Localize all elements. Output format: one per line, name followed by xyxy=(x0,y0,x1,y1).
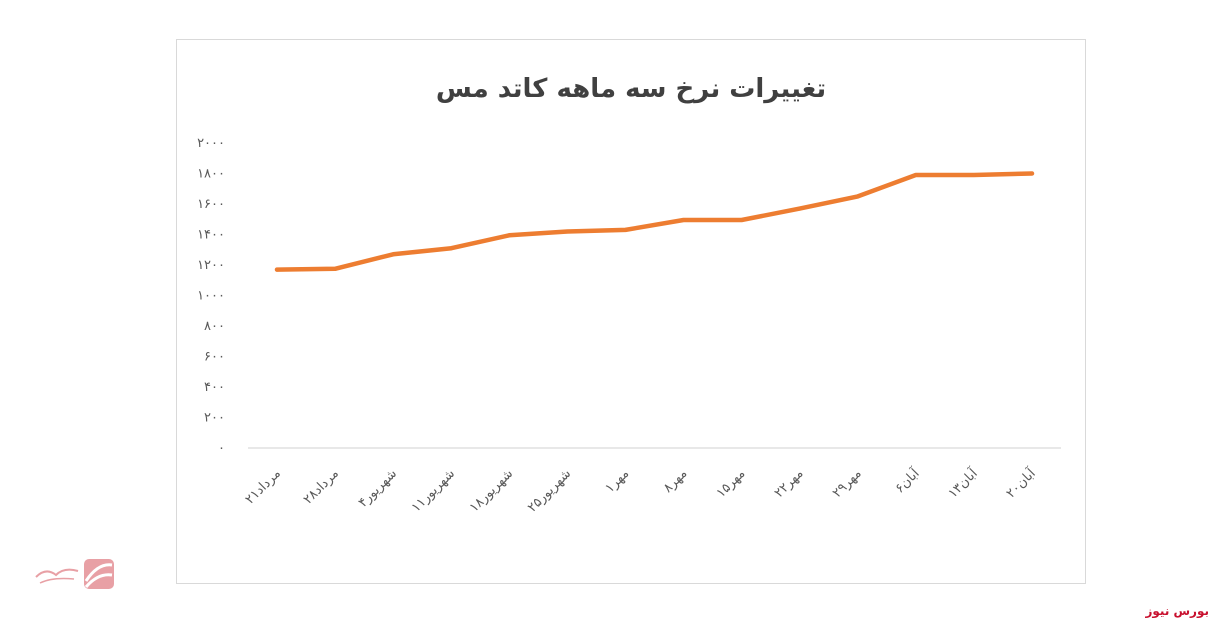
y-tick-label: ۴۰۰ xyxy=(204,380,225,395)
data-point xyxy=(275,267,280,272)
x-tick-label: ۲۹مهر xyxy=(830,466,865,501)
y-tick-label: ۱۶۰۰ xyxy=(197,197,225,212)
chart-frame: تغییرات نرخ سه ماهه کاتد مس ۰ ۲۰۰ ۴۰۰ ۶۰۰ ۸۰… xyxy=(176,39,1086,584)
data-point xyxy=(565,229,570,234)
y-tick-label: ۰ xyxy=(218,441,225,456)
data-point xyxy=(681,218,686,223)
brand-label: بورس نیوز xyxy=(1145,604,1209,618)
data-point xyxy=(971,173,976,178)
y-tick-label: ۱۸۰۰ xyxy=(197,167,225,182)
data-point xyxy=(449,246,454,251)
x-tick-label: ۲۱مرداد xyxy=(243,466,284,507)
y-tick-label: ۱۰۰۰ xyxy=(197,289,225,304)
series-line xyxy=(274,171,1035,272)
y-axis-ticks: ۰ ۲۰۰ ۴۰۰ ۶۰۰ ۸۰۰ ۱۰۰۰ ۱۲۰۰ ۱۴۰۰ ۱۶۰۰ ۱۸۰۰ ۲۰۰۰ xyxy=(197,136,225,456)
x-tick-label: ۱۱شهریور xyxy=(409,466,458,515)
data-point xyxy=(507,233,512,238)
chart-title: تغییرات نرخ سه ماهه کاتد مس xyxy=(436,74,826,104)
x-tick-label: ۶آبان xyxy=(891,464,924,497)
data-point xyxy=(623,227,628,232)
data-point xyxy=(913,173,918,178)
x-tick-label: ۲۰آبان xyxy=(1002,464,1040,502)
data-point xyxy=(855,194,860,199)
x-tick-label: ۲۵شهریور xyxy=(525,466,574,515)
watermark-icon xyxy=(35,559,114,589)
data-point xyxy=(333,266,338,271)
y-tick-label: ۶۰۰ xyxy=(204,350,225,365)
x-tick-label: ۸مهر xyxy=(661,466,691,496)
y-tick-label: ۲۰۰۰ xyxy=(197,136,225,151)
y-tick-label: ۸۰۰ xyxy=(204,319,225,334)
data-point xyxy=(739,218,744,223)
x-tick-label: ۱۵مهر xyxy=(714,466,749,501)
data-point xyxy=(391,252,396,257)
line-chart: تغییرات نرخ سه ماهه کاتد مس ۰ ۲۰۰ ۴۰۰ ۶۰۰ ۸۰… xyxy=(197,74,1061,516)
x-tick-label: ۲۲مهر xyxy=(772,466,807,501)
y-tick-label: ۱۲۰۰ xyxy=(197,258,225,273)
x-tick-label: ۱۸شهریور xyxy=(467,466,516,515)
data-point xyxy=(1029,171,1034,176)
x-tick-label: ۲۸مرداد xyxy=(301,466,342,507)
series-group xyxy=(274,171,1035,272)
y-tick-label: ۱۴۰۰ xyxy=(197,228,225,243)
y-tick-label: ۲۰۰ xyxy=(204,411,225,426)
x-axis-ticks: ۲۱مرداد ۲۸مرداد ۴شهریور ۱۱شهریور ۱۸شهریور ۲۵ش… xyxy=(243,464,1040,516)
data-point xyxy=(797,206,802,211)
x-tick-label: ۱۳آبان xyxy=(944,464,982,502)
x-tick-label: ۱مهر xyxy=(603,466,633,496)
x-tick-label: ۴شهریور xyxy=(356,466,400,510)
watermark-logo xyxy=(30,555,120,595)
